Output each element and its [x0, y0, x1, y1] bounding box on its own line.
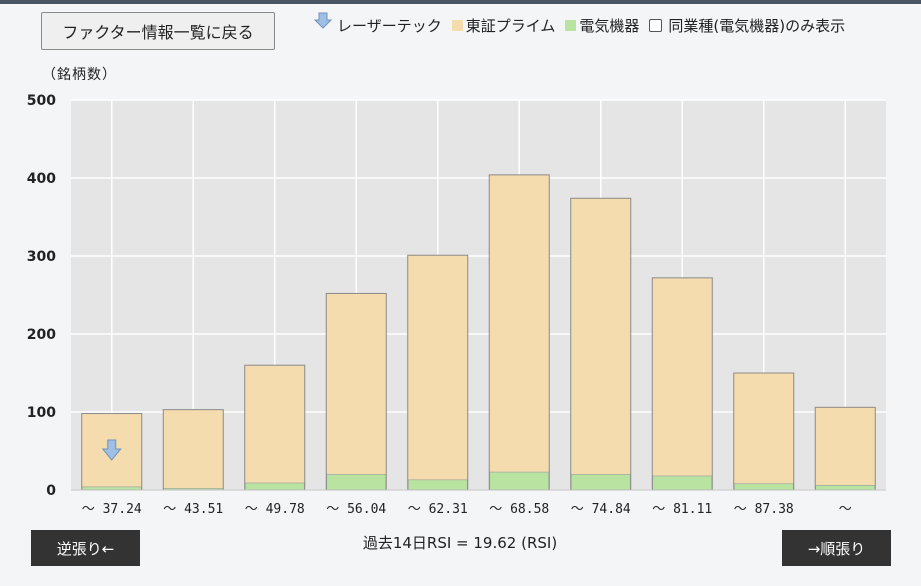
sector-bar [652, 475, 713, 491]
market-bar [488, 174, 550, 491]
sector-bar [815, 485, 876, 491]
sector-bar [407, 479, 468, 491]
peer-filter-toggle[interactable]: 同業種(電気機器)のみ表示 [649, 15, 845, 36]
sector-bar [244, 482, 305, 491]
market-bar [814, 406, 876, 491]
legend-swatch-sector [565, 19, 577, 31]
market-bar [244, 364, 306, 491]
y-tick-label: 300 [27, 249, 56, 265]
y-tick-label: 100 [27, 405, 56, 421]
market-bar [325, 292, 387, 491]
legend-item-sector: 電気機器 [565, 15, 639, 36]
x-tick-label: ～ 62.31 [408, 502, 468, 517]
y-tick-label: 400 [27, 171, 56, 187]
legend: レーザーテック 東証プライム 電気機器 同業種(電気機器)のみ表示 [314, 12, 845, 38]
market-bar [570, 197, 632, 491]
y-tick-label: 500 [27, 93, 56, 109]
back-to-factor-list-button[interactable]: ファクター情報一覧に戻る [41, 12, 275, 50]
x-tick-label: ～ 68.58 [489, 502, 549, 517]
x-tick-label: ～ [839, 502, 852, 517]
x-tick-label: ～ 87.38 [734, 502, 794, 517]
market-bar [651, 277, 713, 491]
sector-bar [733, 483, 794, 491]
x-tick-label: ～ 81.11 [652, 502, 712, 517]
x-tick-label: ～ 74.84 [571, 502, 631, 517]
x-tick-label: ～ 49.78 [245, 502, 305, 517]
market-bar [733, 372, 795, 491]
peer-filter-checkbox[interactable] [649, 18, 663, 32]
legend-market-label: 東証プライム [465, 16, 556, 35]
legend-item-target: レーザーテック [314, 12, 442, 36]
down-arrow-marker-icon [314, 12, 332, 29]
contrarian-nav-button[interactable]: 逆張り← [31, 530, 140, 566]
y-axis-unit-label: （銘柄数） [42, 67, 117, 83]
sector-bar [570, 474, 631, 491]
legend-swatch-market [451, 19, 463, 31]
y-tick-label: 0 [46, 483, 56, 499]
legend-sector-label: 電気機器 [579, 16, 640, 35]
market-bar [162, 409, 224, 491]
target-company-marker-icon [101, 439, 122, 461]
legend-item-market: 東証プライム [451, 15, 556, 36]
sector-bar [326, 474, 387, 491]
sector-bar [489, 471, 550, 491]
rsi-value-text: 過去14日RSI = 19.62 (RSI) [362, 534, 558, 552]
market-bar [407, 254, 469, 491]
top-border [0, 0, 921, 4]
x-tick-label: ～ 37.24 [82, 502, 142, 517]
y-tick-label: 200 [27, 327, 56, 343]
legend-target-label: レーザーテック [337, 16, 442, 35]
x-tick-label: ～ 56.04 [326, 502, 386, 517]
x-tick-label: ～ 43.51 [163, 502, 223, 517]
peer-filter-label[interactable]: 同業種(電気機器)のみ表示 [668, 16, 846, 35]
trend-following-nav-button[interactable]: →順張り [782, 530, 891, 566]
